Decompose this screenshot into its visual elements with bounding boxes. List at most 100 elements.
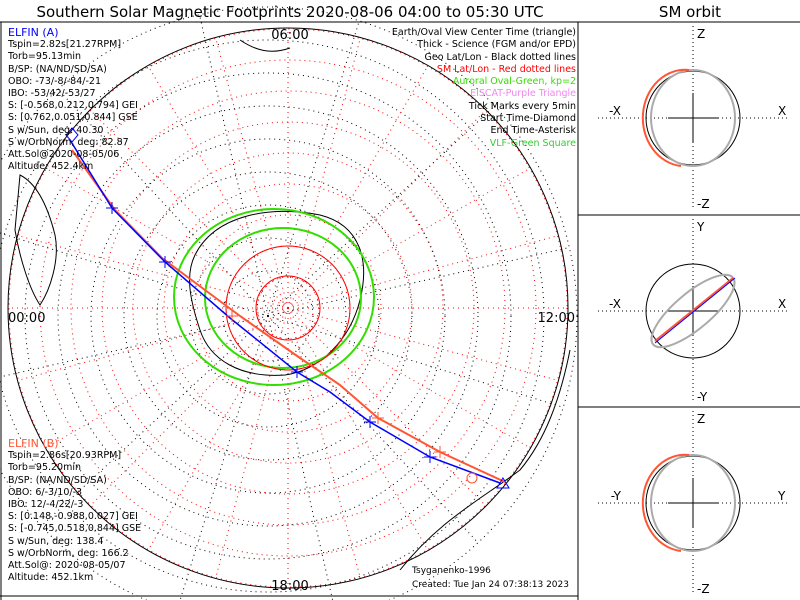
elfin-a-info-line: B/SP: (NA/ND/SD/SA) xyxy=(8,63,107,75)
sm-lat-circle xyxy=(194,214,382,402)
red-center-circles xyxy=(225,245,351,371)
geo-lon-line xyxy=(267,315,334,600)
sm-lat-circle xyxy=(163,183,413,433)
sm-mlt-line xyxy=(287,167,531,309)
elfin-b-name: ELFIN (B) xyxy=(8,437,59,450)
tick-marks xyxy=(106,202,436,463)
elfin-b-info-line: OBO: 6/-3/10/-3 xyxy=(8,486,83,498)
sm-mlt-line xyxy=(287,307,361,579)
sm-mlt-line xyxy=(147,307,289,551)
geo-lon-line xyxy=(0,315,269,378)
elfin-b-info: ELFIN (B) Tspin=2.86s[20.93RPM] Torb=95.20… xyxy=(8,437,142,584)
legend-item: Earth/Oval View Center Time (triangle) xyxy=(391,27,576,38)
orbit-axis-label-right: X xyxy=(778,104,786,118)
elfin-a-info-line: S w/Sun, deg: 40.30 xyxy=(8,124,104,136)
sm-mlt-line xyxy=(17,307,289,381)
sm-mlt-line xyxy=(45,167,289,309)
center-time-triangle xyxy=(496,477,510,489)
sm-mlt-line xyxy=(89,307,289,507)
orbit-path xyxy=(650,273,736,349)
orbit-panel-2: Y -Y -X X xyxy=(598,219,788,404)
geo-lon-line xyxy=(267,315,565,409)
orbit-axis-label-bottom: -Y xyxy=(697,390,708,404)
elfin-b-info-line: IBO: 12/-4/22/-3 xyxy=(8,498,84,510)
orbit-path xyxy=(650,454,736,552)
orbit-axis-label-right: X xyxy=(778,297,786,311)
legend-item: End Time-Asterisk xyxy=(490,125,576,137)
elfin-a-info-line: Torb=95.13min xyxy=(8,51,82,63)
mlt-label-top: 06:00 xyxy=(271,28,308,43)
geo-lon-line xyxy=(198,13,269,317)
legend-item: Geo Lat/Lon - Black dotted lines xyxy=(424,51,576,63)
orbit-a xyxy=(654,277,736,344)
geo-lat-circle xyxy=(123,171,413,461)
geo-lat-circle xyxy=(24,72,512,560)
orbit-axis-label-top: Z xyxy=(697,27,705,41)
sm-mlt-line xyxy=(17,235,289,309)
orbit-path xyxy=(650,69,736,167)
sm-lat-circle xyxy=(70,90,506,526)
orbit-axis-label-left: -X xyxy=(609,297,621,311)
mlt-label-right: 12:00 xyxy=(538,311,575,326)
legend-item: Auroral Oval-Green, kp=2 xyxy=(452,76,576,88)
orbit-axis-label-left: -Y xyxy=(611,489,622,503)
elfin-b-info-line: S w/OrbNorm, deg: 166.2 xyxy=(8,547,129,559)
orbit-axis-label-right: Y xyxy=(777,489,786,503)
tick-marks-b xyxy=(226,310,478,484)
polar-grid xyxy=(0,6,578,600)
elfin-b-info-line: Altitude: 452.1km xyxy=(8,572,94,584)
orbit-title: SM orbit xyxy=(659,3,721,21)
sm-mlt-line xyxy=(287,307,487,507)
continent-outlines xyxy=(14,39,571,571)
geo-lon-line xyxy=(0,232,269,317)
elfin-b-info-line: B/SP: (NA/ND/SD/SA) xyxy=(8,474,107,486)
model-label: Tsyganenko-1996 xyxy=(411,566,491,576)
created-label: Created: Tue Jan 24 07:38:13 2023 xyxy=(412,580,569,590)
sm-mlt-line xyxy=(287,109,487,309)
earth-circle xyxy=(645,263,741,359)
geo-lat-circle xyxy=(0,6,578,600)
sm-mlt-line xyxy=(287,307,429,551)
sm-mlt-line xyxy=(287,37,361,309)
elfin-b-info-line: Tspin=2.86s[20.93RPM] xyxy=(8,450,122,462)
orbit-b xyxy=(641,453,690,552)
elfin-b-track xyxy=(71,149,506,483)
sm-lat-circle xyxy=(39,59,537,557)
elfin-b-info-line: S: [-0.745,0.518,0.844] GSE xyxy=(8,523,142,535)
elfin-a-info-line: OBO: -73/-8/-84/-21 xyxy=(8,75,101,87)
auroral-oval xyxy=(173,208,375,386)
elfin-a-name: ELFIN (A) xyxy=(8,26,59,39)
elfin-a-info-line: S w/OrbNorm, deg: 82.87 xyxy=(8,136,129,148)
sm-mlt-line xyxy=(89,109,289,309)
geo-lon-line xyxy=(56,88,269,317)
sm-mlt-line xyxy=(287,235,559,309)
sm-orbit-panels: Z -Z -X X Y -Y -X X Z -Z -Y Y xyxy=(598,26,788,596)
elfin-a-info-line: Att.Sol@2020-08-05/06 xyxy=(8,148,120,160)
geo-lat-circle xyxy=(156,204,380,428)
geo-lon-line xyxy=(267,104,496,317)
elfin-a-info-line: S: [0.762,0.051,0.844] GSE xyxy=(8,112,138,124)
sm-mlt-line xyxy=(45,307,289,449)
orbit-b xyxy=(654,277,734,342)
legend-item: Tick Marks every 5min xyxy=(468,100,576,112)
orbit-panel-3: Z -Z -Y Y xyxy=(598,411,788,596)
legend-item: EISCAT-Purple Triangle xyxy=(470,88,576,100)
plot-title: Southern Solar Magnetic Footprints 2020-… xyxy=(36,3,543,21)
legend-item: VLF-Green Square xyxy=(489,137,576,149)
geo-lon-line xyxy=(267,19,361,317)
geo-lat-circle xyxy=(0,39,545,593)
orbit-panel-1: Z -Z -X X xyxy=(598,26,788,211)
geo-lat-circle xyxy=(90,138,446,494)
geo-lat-circle xyxy=(57,105,479,527)
elfin-b-info-line: Torb=95.20min xyxy=(8,462,82,474)
sm-mlt-line xyxy=(287,65,429,309)
legend-item: SM Lat/Lon - Red dotted lines xyxy=(436,63,576,75)
geo-lon-line xyxy=(267,315,480,544)
mlt-label-left: 00:00 xyxy=(8,311,45,326)
sm-lat-circle xyxy=(8,28,568,588)
elfin-b-info-line: S: [0.148,-0.988,0.027] GEI xyxy=(8,511,138,523)
legend: Earth/Oval View Center Time (triangle) Th… xyxy=(392,27,576,150)
geo-lat-circle xyxy=(222,270,314,362)
